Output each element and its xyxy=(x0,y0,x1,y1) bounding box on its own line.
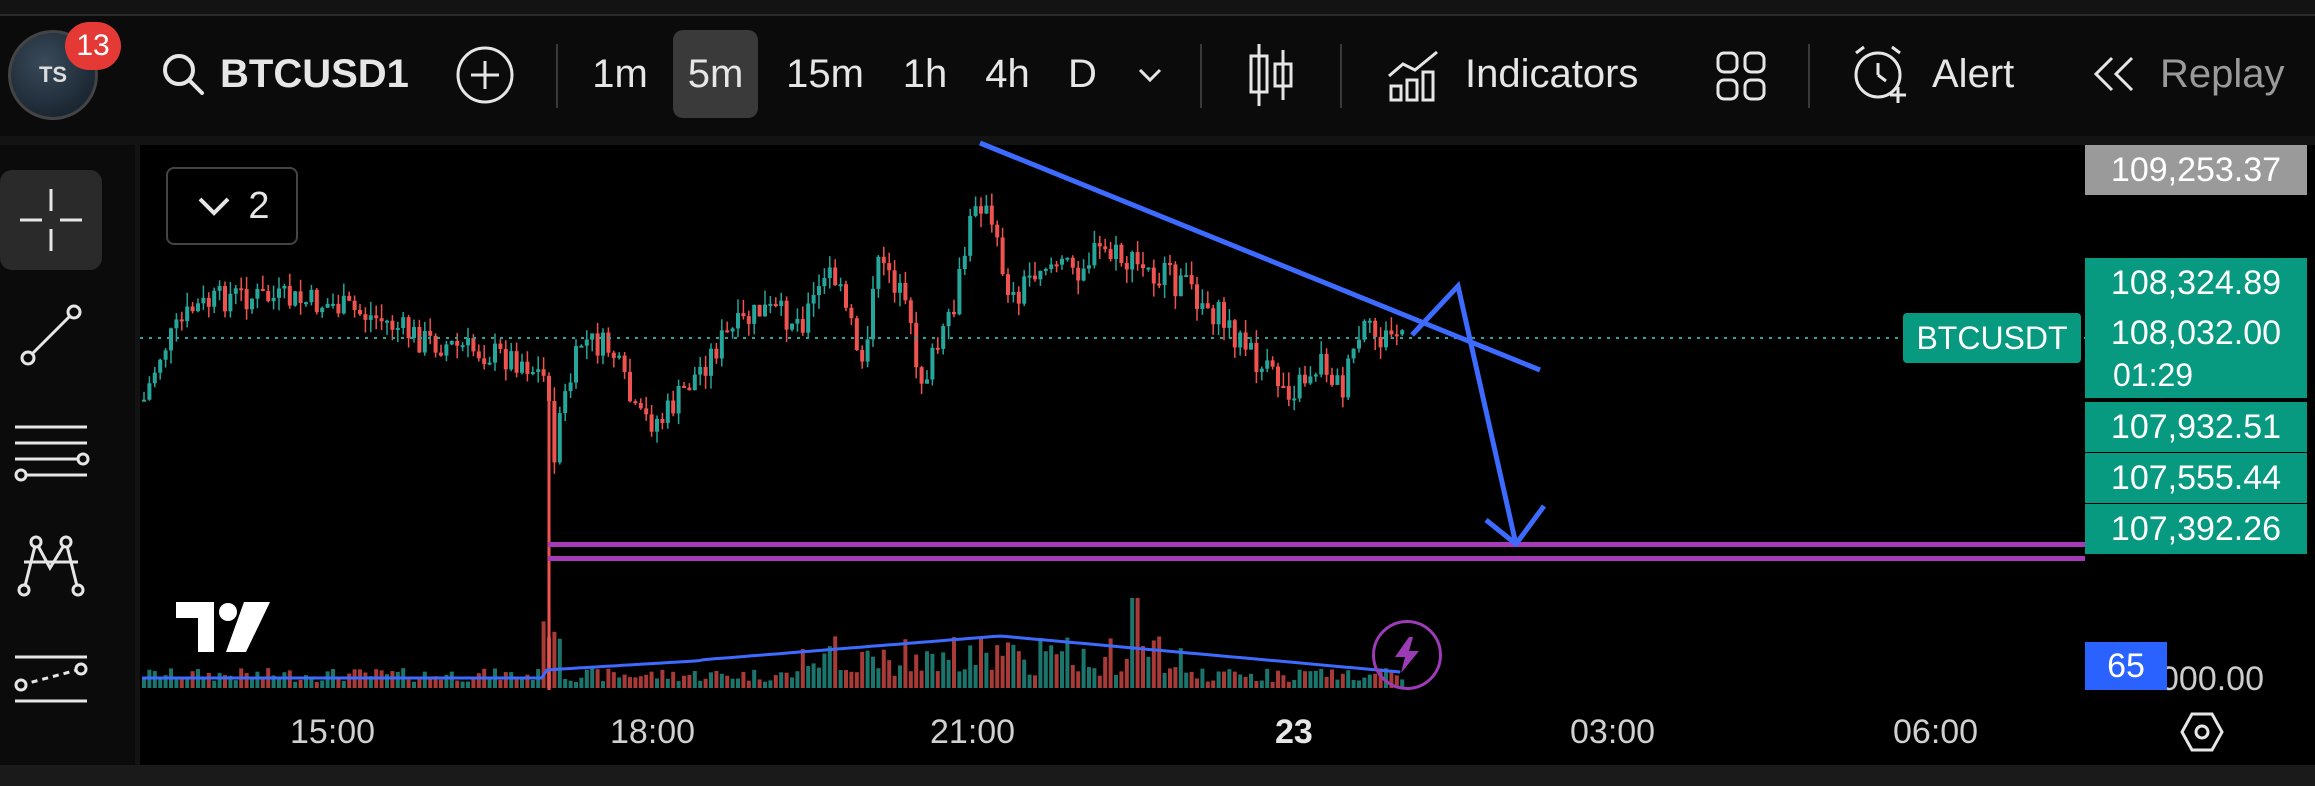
current-price-tag: 108,032.00 01:29 xyxy=(2085,308,2307,398)
lightning-button[interactable] xyxy=(1372,620,1442,690)
price-label: 107,932.51 xyxy=(2085,402,2307,452)
candle-countdown: 01:29 xyxy=(2113,357,2194,393)
price-text: 107,932.51 xyxy=(2110,407,2282,446)
rewind-icon xyxy=(2093,56,2134,92)
forecast-icon xyxy=(14,655,88,703)
price-text: 107,555.44 xyxy=(2110,458,2282,497)
volume-value: 65 xyxy=(2107,646,2145,685)
time-label: 18:00 xyxy=(610,713,696,751)
timeframe-15m[interactable]: 15m xyxy=(775,30,875,118)
timeframe-d[interactable]: D xyxy=(1055,30,1110,118)
replay-label: Replay xyxy=(2160,51,2285,96)
timeframe-label: 1m xyxy=(592,51,648,96)
toolbar-separator xyxy=(1200,44,1202,108)
price-text: 109,253.37 xyxy=(2110,150,2282,189)
symbol-search[interactable]: BTCUSD1 xyxy=(160,14,409,134)
price-label-top: 109,253.37 xyxy=(2085,145,2307,195)
price-text: 108,324.89 xyxy=(2110,263,2282,302)
add-symbol-button[interactable] xyxy=(455,45,515,105)
timeframe-1m[interactable]: 1m xyxy=(580,30,660,118)
chart-type-button[interactable] xyxy=(1245,40,1295,110)
timeframe-5m[interactable]: 5m xyxy=(673,30,758,118)
layout-button[interactable] xyxy=(1715,50,1767,102)
pattern-tool[interactable] xyxy=(0,515,102,615)
timeframe-label: 5m xyxy=(687,51,744,96)
chart-pane[interactable] xyxy=(140,145,2315,765)
top-toolbar xyxy=(0,14,2315,136)
time-label: 06:00 xyxy=(1893,713,1979,751)
timeframe-4h[interactable]: 4h xyxy=(970,30,1045,118)
price-label: 107,392.26 xyxy=(2085,504,2307,554)
replay-button[interactable]: Replay xyxy=(2090,14,2285,134)
chart-settings-button[interactable] xyxy=(2180,710,2224,754)
time-label: 21:00 xyxy=(930,713,1016,751)
lightning-icon xyxy=(1395,637,1419,673)
notification-count: 13 xyxy=(76,29,110,62)
symbol-price-label: BTCUSDT xyxy=(1903,313,2081,363)
symbol-label-text: BTCUSDT xyxy=(1916,319,2068,356)
timeframe-label: 15m xyxy=(786,51,864,96)
grid-layout-icon xyxy=(1716,51,1766,101)
add-circle-icon xyxy=(456,46,514,104)
forecast-tool[interactable] xyxy=(0,630,102,730)
time-label-day: 23 xyxy=(1275,713,1313,751)
timeframe-label: 1h xyxy=(902,51,948,96)
trendline-tool[interactable] xyxy=(0,285,102,385)
indicators-button[interactable]: Indicators xyxy=(1385,14,1638,134)
indicators-icon xyxy=(1388,50,1438,102)
indicators-collapse-button[interactable]: 2 xyxy=(166,167,298,245)
crosshair-tool[interactable] xyxy=(0,170,102,270)
volume-axis-label: 000.00 xyxy=(2160,660,2264,698)
price-text: 107,392.26 xyxy=(2110,509,2282,548)
hexagon-settings-icon xyxy=(2180,712,2224,752)
current-price: 108,032.00 xyxy=(2110,314,2282,352)
toolbar-separator xyxy=(1808,44,1810,108)
fibonacci-tool[interactable] xyxy=(0,400,102,500)
avatar-initials: TS xyxy=(38,62,68,87)
timeframe-label: 4h xyxy=(985,51,1030,96)
timeframe-dropdown[interactable] xyxy=(1130,60,1170,90)
chevron-down-icon xyxy=(199,197,230,216)
search-icon xyxy=(163,54,204,95)
volume-value-tag: 65 xyxy=(2085,642,2167,690)
chevron-down-icon xyxy=(1138,68,1162,83)
tradingview-logo-icon xyxy=(176,602,270,652)
toolbar-separator xyxy=(1340,44,1342,108)
time-label: 03:00 xyxy=(1570,713,1656,751)
tradingview-logo xyxy=(174,600,274,654)
candlestick-icon xyxy=(1249,44,1293,106)
time-label: 15:00 xyxy=(290,713,376,751)
alert-label: Alert xyxy=(1932,51,2015,96)
timeframe-1h[interactable]: 1h xyxy=(890,30,960,118)
alert-button[interactable]: Alert xyxy=(1850,14,2014,134)
alarm-plus-icon xyxy=(1854,45,1906,103)
toolbar-separator xyxy=(556,44,558,108)
collapse-count: 2 xyxy=(248,184,270,227)
notification-badge[interactable]: 13 xyxy=(65,22,121,70)
indicators-label: Indicators xyxy=(1465,51,1639,96)
symbol-name: BTCUSD1 xyxy=(220,51,409,96)
price-label: 107,555.44 xyxy=(2085,453,2307,503)
timeframe-label: D xyxy=(1068,51,1097,96)
crosshair-icon xyxy=(20,189,82,251)
price-label: 108,324.89 xyxy=(2085,258,2307,308)
pattern-icon xyxy=(17,535,85,597)
trendline-icon xyxy=(20,304,82,366)
fibonacci-icon xyxy=(14,425,90,482)
bottom-strip xyxy=(0,765,2315,786)
